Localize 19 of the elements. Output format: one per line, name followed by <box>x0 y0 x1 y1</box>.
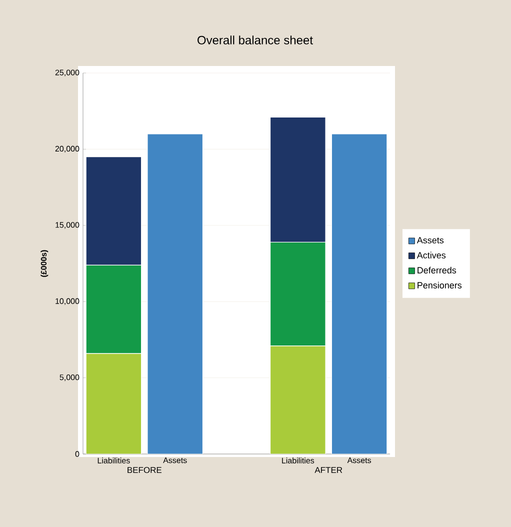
y-tick-label: 15,000 <box>56 222 80 229</box>
x-tick-label: Liabilities <box>282 458 314 464</box>
x-tick-label: Liabilities <box>98 458 130 464</box>
legend-label: Assets <box>416 237 444 244</box>
text: AFTER <box>314 467 342 473</box>
y-tick-label: 10,000 <box>56 298 80 305</box>
y-tick-label: 0 <box>75 451 80 457</box>
legend-label: Actives <box>416 252 446 258</box>
y-tick-label: 25,000 <box>55 70 80 76</box>
legend-label: Pensioners <box>418 282 462 288</box>
y-tick-label: 20,000 <box>55 146 80 152</box>
x-tick-label: Assets <box>347 458 372 464</box>
chart-title: Overall balance sheet <box>198 36 313 44</box>
y-axis-title: (£000s) <box>40 250 48 277</box>
y-tick-label: 5,000 <box>60 374 80 382</box>
bar <box>331 134 388 454</box>
text: BEFORE <box>128 466 162 474</box>
x-tick-label: Assets <box>163 458 187 464</box>
legend-label: Deferreds <box>418 266 456 274</box>
